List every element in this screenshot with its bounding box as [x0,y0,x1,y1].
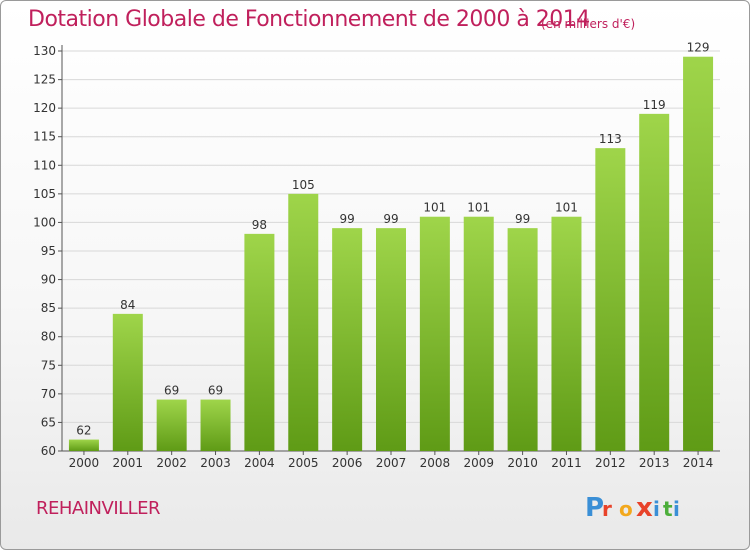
data-label: 62 [76,424,91,438]
logo-letter: x [636,493,653,523]
x-tick-label: 2001 [113,456,144,470]
bar-2012 [595,148,626,451]
data-label: 84 [120,298,135,312]
bar-2010 [507,228,538,451]
data-label: 119 [643,98,666,112]
bars [68,56,714,451]
bar-2002 [156,399,187,451]
data-label: 69 [164,384,179,398]
y-tick-label: 70 [41,387,56,401]
chart-title: Dotation Globale de Fonctionnement de 20… [28,7,590,32]
bar-2011 [551,216,582,451]
data-label: 129 [687,41,710,55]
bar-2009 [463,216,494,451]
bar-2001 [112,313,143,451]
data-label: 98 [252,218,267,232]
x-tick-label: 2014 [683,456,714,470]
proxiti-logo: Pr o x i t i [585,493,680,523]
logo-letter: i [653,497,660,521]
y-tick-label: 75 [41,358,56,372]
y-tick-label: 60 [41,444,56,458]
x-tick-label: 2003 [200,456,231,470]
y-tick-label: 95 [41,244,56,258]
y-tick-label: 100 [33,215,56,229]
data-label: 105 [292,178,315,192]
logo-letter: i [673,497,680,521]
logo-letter: P [585,493,604,523]
y-tick-label: 115 [33,130,56,144]
data-label: 99 [383,212,398,226]
bar-2000 [68,439,99,451]
x-tick-label: 2005 [288,456,319,470]
y-tick-label: 125 [33,73,56,87]
data-label: 99 [515,212,530,226]
y-tick-label: 105 [33,187,56,201]
data-label: 101 [467,201,490,215]
x-tick-label: 2013 [639,456,670,470]
bar-2013 [639,113,670,451]
y-tick-label: 130 [33,44,56,58]
x-tick-label: 2006 [332,456,363,470]
y-tick-label: 110 [33,158,56,172]
logo-letter: r [602,497,612,521]
y-tick-label: 120 [33,101,56,115]
bar-2008 [419,216,450,451]
bar-2003 [200,399,231,451]
bar-2007 [376,228,406,451]
bar-2004 [244,233,275,451]
x-tick-label: 2009 [463,456,494,470]
x-tick-label: 2007 [376,456,407,470]
data-label: 69 [208,384,223,398]
x-tick-label: 2010 [507,456,538,470]
x-tick-label: 2004 [244,456,275,470]
labels: 60 65 70 75 80 85 90 95 100 105 110 115 120 125 130 200… [33,41,713,470]
x-tick-label: 2012 [595,456,626,470]
x-tick-label: 2002 [156,456,187,470]
bar-2006 [332,228,363,451]
y-tick-label: 90 [41,273,56,287]
y-tick-label: 85 [41,301,56,315]
x-tick-label: 2008 [420,456,451,470]
logo-letter: t [663,497,673,521]
data-label: 99 [339,212,354,226]
x-tick-label: 2000 [69,456,100,470]
bar-2014 [683,56,714,451]
data-label: 101 [423,201,446,215]
data-label: 113 [599,132,622,146]
commune-name: REHAINVILLER [36,498,161,519]
chart-unit: (en milliers d'€) [541,17,636,31]
logo-letter: o [619,497,633,521]
y-tick-label: 65 [41,415,56,429]
bar-2005 [288,193,319,451]
x-tick-label: 2011 [551,456,582,470]
data-label: 101 [555,201,578,215]
y-tick-label: 80 [41,330,56,344]
